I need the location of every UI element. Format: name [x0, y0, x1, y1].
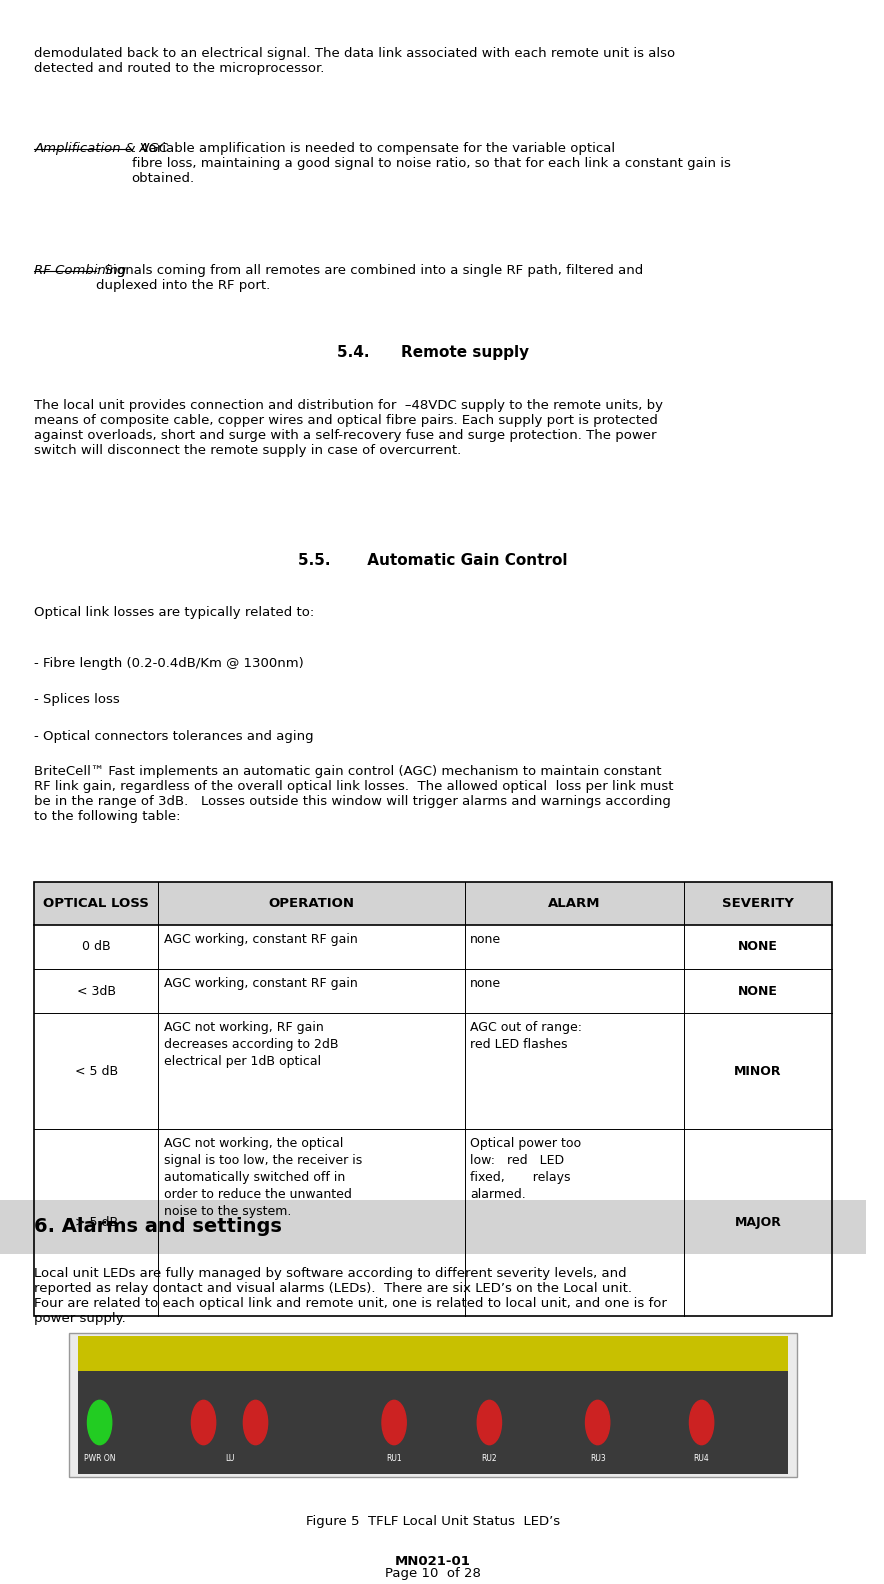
Text: ALARM: ALARM [548, 897, 601, 909]
Text: RU3: RU3 [590, 1454, 606, 1464]
Text: OPERATION: OPERATION [269, 897, 354, 909]
Bar [34, 1014, 832, 1129]
Text: 6. Alarms and settings: 6. Alarms and settings [34, 1218, 282, 1237]
Text: < 5 dB: < 5 dB [74, 1064, 118, 1077]
Text: - Splices loss: - Splices loss [34, 694, 120, 706]
Text: AGC out of range:
red LED flashes: AGC out of range: red LED flashes [470, 1022, 583, 1052]
Text: - Optical connectors tolerances and aging: - Optical connectors tolerances and agin… [34, 730, 314, 743]
Bar [78, 1372, 789, 1475]
Bar [0, 1201, 866, 1255]
Text: The local unit provides connection and distribution for  –48VDC supply to the re: The local unit provides connection and d… [34, 399, 663, 456]
Text: 5.5.       Automatic Gain Control: 5.5. Automatic Gain Control [298, 553, 568, 567]
Text: MAJOR: MAJOR [735, 1217, 781, 1229]
Text: AGC not working, the optical
signal is too low, the receiver is
automatically sw: AGC not working, the optical signal is t… [164, 1137, 362, 1218]
Text: none: none [470, 977, 501, 990]
Text: NONE: NONE [738, 941, 778, 954]
Text: MN021-01: MN021-01 [395, 1555, 471, 1568]
Text: MINOR: MINOR [735, 1064, 781, 1077]
Text: Amplification & AGC: Amplification & AGC [34, 143, 169, 155]
Text: > 5 dB: > 5 dB [74, 1217, 118, 1229]
Bar [78, 1337, 789, 1372]
Circle shape [585, 1400, 610, 1445]
Text: 5.4.      Remote supply: 5.4. Remote supply [337, 345, 530, 360]
Circle shape [382, 1400, 407, 1445]
Bar [34, 882, 832, 1316]
Bar [34, 1129, 832, 1316]
Text: RU2: RU2 [482, 1454, 497, 1464]
Text: 0 dB: 0 dB [82, 941, 110, 954]
Circle shape [477, 1400, 501, 1445]
Text: : Variable amplification is needed to compensate for the variable optical
fibre : : Variable amplification is needed to co… [132, 143, 730, 185]
Text: - Fibre length (0.2-0.4dB/Km @ 1300nm): - Fibre length (0.2-0.4dB/Km @ 1300nm) [34, 657, 304, 670]
Text: Optical power too
low:   red   LED
fixed,       relays
alarmed.: Optical power too low: red LED fixed, re… [470, 1137, 582, 1201]
Text: AGC working, constant RF gain: AGC working, constant RF gain [164, 933, 358, 946]
Text: demodulated back to an electrical signal. The data link associated with each rem: demodulated back to an electrical signal… [34, 48, 675, 76]
Text: Optical link losses are typically related to:: Optical link losses are typically relate… [34, 607, 315, 619]
Text: Page 10  of 28: Page 10 of 28 [385, 1567, 481, 1581]
Text: OPTICAL LOSS: OPTICAL LOSS [43, 897, 149, 909]
Text: Figure 5  TFLF Local Unit Status  LED’s: Figure 5 TFLF Local Unit Status LED’s [306, 1516, 560, 1529]
Text: PWR ON: PWR ON [84, 1454, 115, 1464]
Text: AGC not working, RF gain
decreases according to 2dB
electrical per 1dB optical: AGC not working, RF gain decreases accor… [164, 1022, 339, 1068]
Text: BriteCell™ Fast implements an automatic gain control (AGC) mechanism to maintain: BriteCell™ Fast implements an automatic … [34, 765, 674, 822]
Bar [34, 969, 832, 1014]
Text: < 3dB: < 3dB [77, 985, 116, 998]
Text: : Signals coming from all remotes are combined into a single RF path, filtered a: : Signals coming from all remotes are co… [95, 265, 643, 293]
Bar [34, 882, 832, 925]
Text: NONE: NONE [738, 985, 778, 998]
Circle shape [88, 1400, 111, 1445]
Text: RU4: RU4 [694, 1454, 710, 1464]
Circle shape [192, 1400, 216, 1445]
Text: SEVERITY: SEVERITY [722, 897, 794, 909]
Text: LU: LU [225, 1454, 234, 1464]
Bar [34, 925, 832, 969]
Circle shape [690, 1400, 713, 1445]
Text: Local unit LEDs are fully managed by software according to different severity le: Local unit LEDs are fully managed by sof… [34, 1267, 667, 1324]
Text: RU1: RU1 [386, 1454, 402, 1464]
Text: AGC working, constant RF gain: AGC working, constant RF gain [164, 977, 358, 990]
Text: RF Combining: RF Combining [34, 265, 126, 277]
Bar [69, 1334, 796, 1478]
Circle shape [243, 1400, 268, 1445]
Text: none: none [470, 933, 501, 946]
